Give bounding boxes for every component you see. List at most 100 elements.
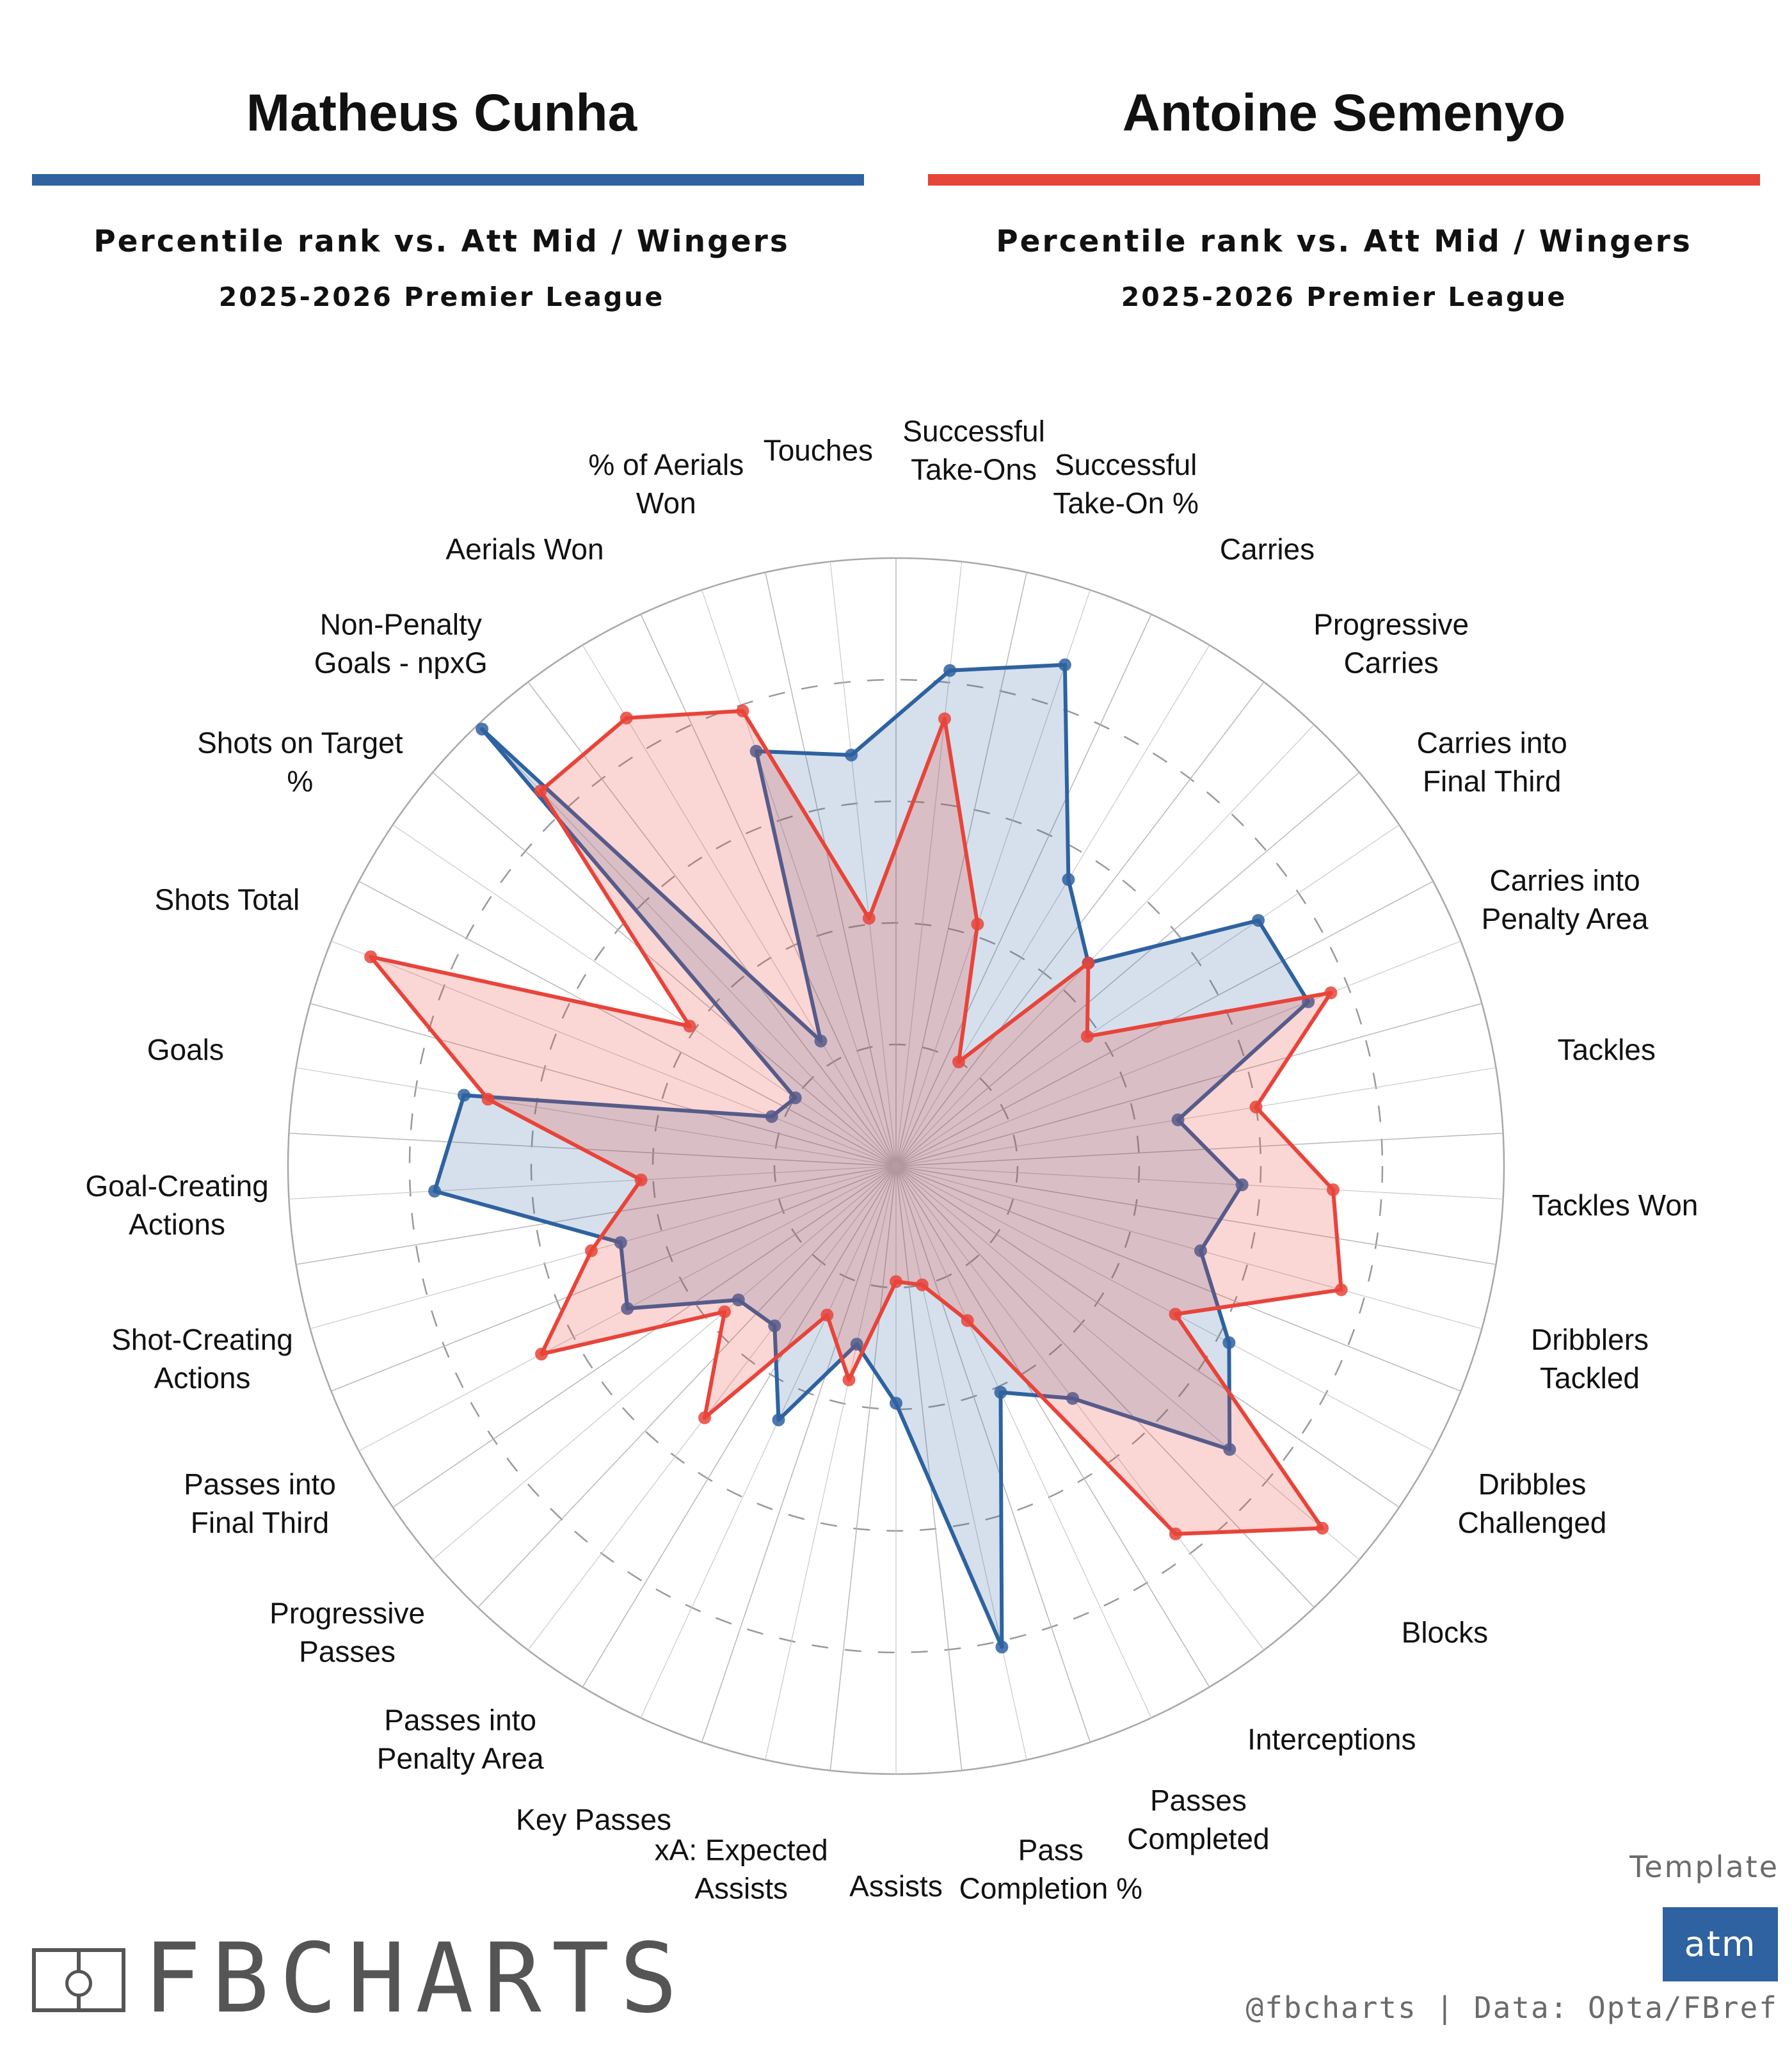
radar-point-2-16 [890,1275,902,1288]
radar-axis-line [895,724,1315,1167]
radar-spoke [895,1165,1496,1265]
player1-subtitle: Percentile rank vs. Att Mid / Wingers [93,224,790,259]
radar-spoke [895,772,1360,1167]
radar-label-19: Passes into Penalty Area [377,1704,544,1775]
radar-point-1-10 [1194,1244,1207,1258]
radar-point-2-4 [952,1055,965,1069]
radar-axis-line [895,1165,1152,1718]
radar-spoke [527,682,897,1167]
radar-axis-line [310,1165,897,1329]
radar-point-1-14 [994,1386,1007,1399]
radar-axis-line [331,940,897,1167]
radar-axis-line [895,1165,1482,1329]
radar-axis-line [895,589,1091,1167]
player2-subtitle: Percentile rank vs. Att Mid / Wingers [996,224,1692,259]
radar-label-8: Tackles [1558,1033,1656,1066]
radar-point-1-4 [1062,873,1075,886]
radar-point-1-28 [814,1034,828,1048]
brand-wordmark: FBCHARTS [143,1923,688,2035]
radar-spoke [895,1165,1091,1743]
radar-spoke [895,1165,1400,1508]
radar-axis-line [289,1165,897,1200]
radar-point-1-6 [1252,914,1265,927]
radar-label-21: Passes into Final Third [184,1468,336,1539]
radar-series [364,658,1348,1654]
radar-spoke [895,1165,1315,1608]
radar-axis-line [895,1165,1360,1560]
radar-point-1-23 [428,1185,442,1198]
radar-spoke [765,572,897,1167]
radar-axis-line [895,940,1461,1167]
radar-point-2-11 [1169,1308,1182,1321]
radar-spoke [895,1003,1482,1167]
radar-point-1-16 [890,1396,902,1410]
radar-point-1-17 [850,1338,863,1351]
radar-spoke [829,1165,897,1771]
radar-label-11: Dribbles Challenged [1458,1468,1607,1539]
radar-spoke [289,1132,897,1167]
radar-point-2-6 [1080,1030,1094,1043]
radar-point-2-13 [1169,1527,1182,1540]
radar-label-22: Shot-Creating Actions [111,1323,293,1395]
radar-point-1-18 [772,1413,785,1427]
radar-point-2-21 [535,1347,548,1361]
radar-point-2-10 [1334,1283,1348,1297]
radar-point-1-22 [614,1236,627,1249]
radar-point-1-25 [765,1110,778,1123]
radar-spoke [331,1165,897,1392]
radar-series-area-2 [369,708,1343,1536]
radar-label-23: Goal-Creating Actions [85,1169,268,1241]
radar-label-27: Non-Penalty Goals - npxG [314,607,488,679]
radar-point-2-17 [842,1373,856,1386]
radar-point-2-12 [1316,1521,1329,1535]
radar-label-13: Interceptions [1247,1723,1416,1756]
radar-axis-line [392,824,897,1167]
radar-spoke [701,1165,897,1743]
radar-point-2-29 [736,704,749,717]
player2-season: 2025-2026 Premier League [1121,282,1567,312]
radar-label-12: Blocks [1402,1615,1488,1649]
radar-spoke [895,1165,963,1771]
radar-axis-line [640,1165,897,1718]
radar-axis-line [701,589,897,1167]
radar-point-2-8 [1249,1100,1263,1114]
radar-axis-line [895,1165,1434,1452]
radar-point-2-22 [585,1244,598,1258]
radar-label-9: Tackles Won [1532,1188,1698,1222]
radar-axis-line [527,1165,897,1651]
radar-label-17: xA: Expected Assists [655,1834,828,1905]
radar-point-1-2 [943,664,957,677]
radar-axis-line [432,1165,897,1560]
radar-spoke [392,1165,897,1508]
radar-axis-line [765,1165,897,1760]
radar-label-16: Assists [849,1869,943,1903]
radar-point-2-26 [683,1020,696,1033]
radar-label-6: Carries into Final Third [1417,726,1567,798]
radar-point-2-19 [698,1411,711,1425]
radar-axis-line [582,644,897,1167]
radar-label-14: Passes Completed [1127,1784,1269,1855]
radar-point-2-27 [534,784,547,797]
radar-axis-line [477,724,897,1167]
player2-name: Antoine Semenyo [1122,84,1566,142]
radar-axis-line [895,561,963,1167]
radar-spoke [895,572,1027,1167]
radar-axis-line [895,1165,1265,1651]
radar-label-28: Aerials Won [445,532,604,566]
player2-color-bar [928,174,1760,186]
radar-axis-line [895,1067,1496,1167]
radar-point-1-8 [1171,1113,1185,1126]
radar-point-2-3 [971,917,984,931]
radar-label-5: Progressive Carries [1313,607,1469,679]
radar-point-2-25 [364,950,378,963]
radar-point-1-3 [1058,658,1071,671]
radar-spoke [310,1003,897,1167]
radar-label-10: Dribblers Tackled [1531,1323,1649,1395]
radar-label-26: Shots on Target% [197,726,403,798]
radar-spoke [432,772,897,1167]
radar-axis-line [296,1067,897,1167]
radar-point-2-2 [938,712,951,726]
radar-label-2: Successful Take-Ons [902,415,1044,486]
radar-point-2-23 [634,1173,648,1187]
